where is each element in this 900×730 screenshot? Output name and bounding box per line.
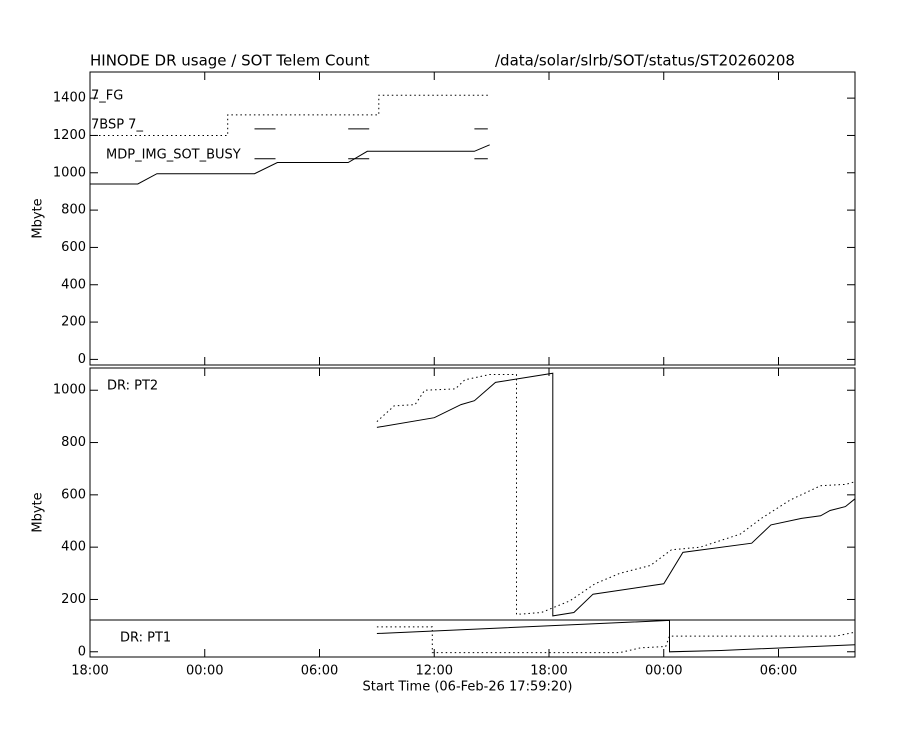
x-tick-label: 00:00 bbox=[186, 664, 223, 679]
data-line bbox=[90, 144, 490, 185]
y-tick-label: 0 bbox=[78, 644, 86, 659]
data-line bbox=[376, 619, 856, 653]
y-tick-label: 800 bbox=[61, 435, 86, 450]
annotation: 7_FG bbox=[91, 89, 123, 104]
y-axis-label: Mbyte bbox=[31, 198, 46, 238]
chart-title: HINODE DR usage / SOT Telem Count bbox=[90, 52, 370, 70]
data-line bbox=[376, 626, 856, 654]
y-tick-label: 200 bbox=[61, 592, 86, 607]
y-tick-label: 1000 bbox=[53, 165, 86, 180]
y-tick-label: 600 bbox=[61, 487, 86, 502]
data-line bbox=[376, 374, 856, 615]
y-tick-label: 0 bbox=[78, 352, 86, 367]
y-tick-label: 1400 bbox=[53, 91, 86, 106]
x-tick-label: 00:00 bbox=[645, 664, 682, 679]
annotation: DR: PT1 bbox=[120, 631, 171, 646]
x-tick-label: 06:00 bbox=[301, 664, 338, 679]
y-tick-label: 1000 bbox=[53, 383, 86, 398]
y-tick-label: 800 bbox=[61, 203, 86, 218]
plot-frame bbox=[89, 71, 856, 366]
y-tick-label: 200 bbox=[61, 315, 86, 330]
plot-frame bbox=[89, 367, 856, 658]
x-axis-label: Start Time (06-Feb-26 17:59:20) bbox=[363, 680, 573, 695]
annotation: MDP_IMG_SOT_BUSY bbox=[106, 148, 241, 163]
y-axis-label: Mbyte bbox=[31, 492, 46, 532]
data-line bbox=[90, 94, 490, 136]
x-tick-label: 18:00 bbox=[71, 664, 108, 679]
y-tick-label: 600 bbox=[61, 240, 86, 255]
x-tick-label: 12:00 bbox=[416, 664, 453, 679]
y-tick-label: 400 bbox=[61, 540, 86, 555]
y-tick-label: 400 bbox=[61, 277, 86, 292]
y-tick-label: 1200 bbox=[53, 128, 86, 143]
data-line bbox=[376, 372, 856, 617]
annotation: 7BSP 7_ bbox=[91, 118, 143, 133]
file-path: /data/solar/slrb/SOT/status/ST20260208 bbox=[495, 52, 795, 70]
annotation: DR: PT2 bbox=[107, 379, 158, 394]
x-tick-label: 18:00 bbox=[530, 664, 567, 679]
x-tick-label: 06:00 bbox=[760, 664, 797, 679]
